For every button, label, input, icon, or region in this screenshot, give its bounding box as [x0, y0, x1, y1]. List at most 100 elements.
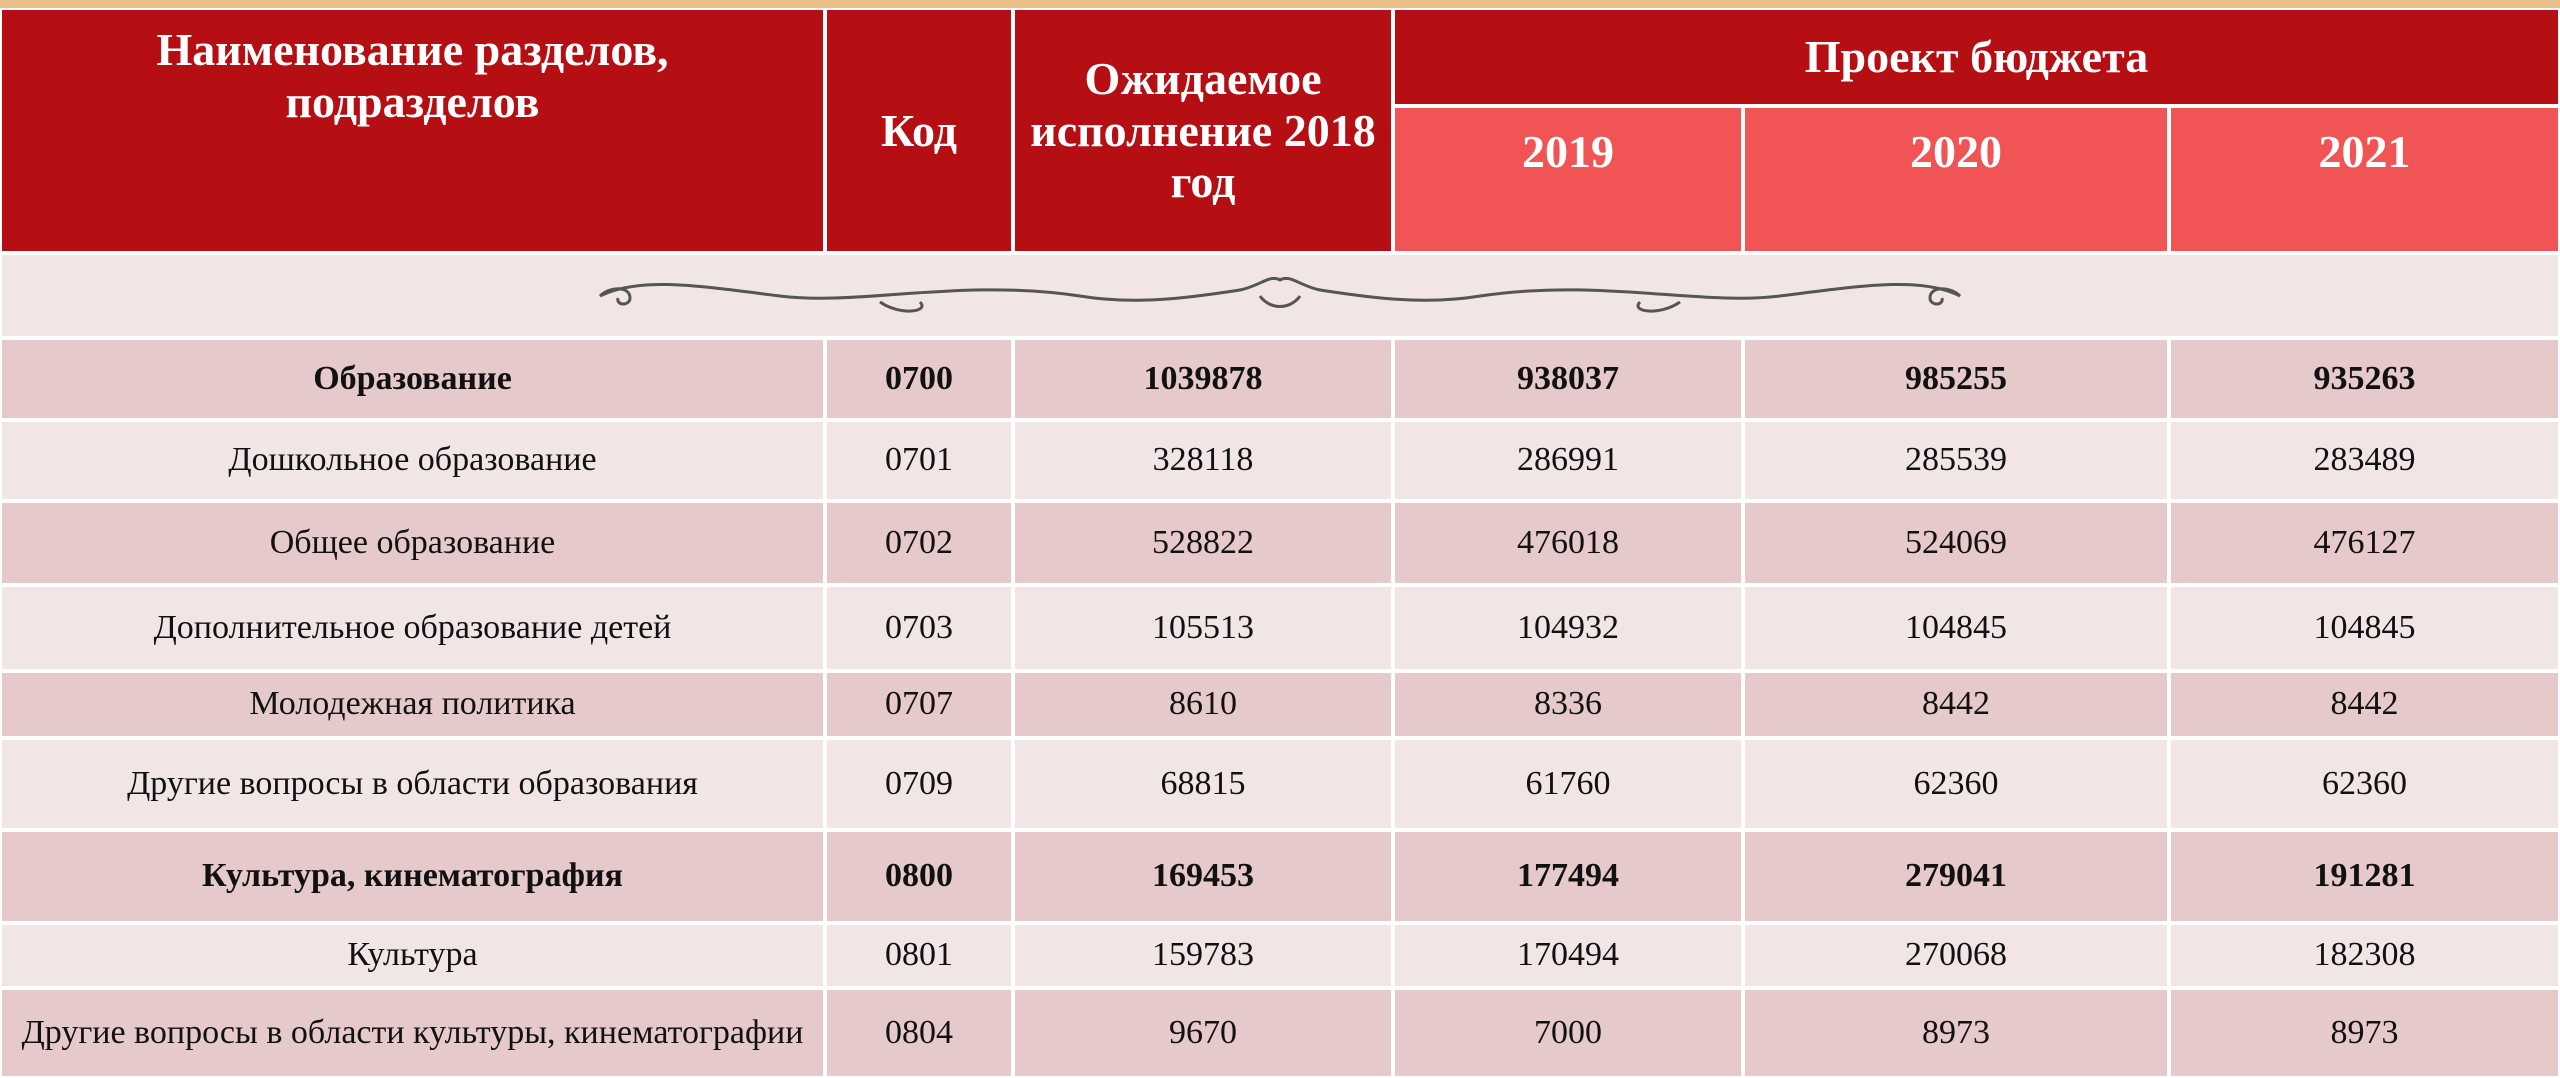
row-name-text: Общее образование: [270, 524, 556, 562]
row-value-text: 8973: [1922, 1014, 1990, 1052]
row-value: 0801: [825, 923, 1013, 988]
row-value: 8610: [1013, 671, 1393, 738]
row-name: Другие вопросы в области культуры, кинем…: [0, 988, 825, 1078]
row-value: 285539: [1743, 420, 2169, 501]
row-value-text: 8442: [2331, 685, 2399, 723]
row-name: Общее образование: [0, 501, 825, 585]
header-name-text: Наименование разделов, подразделов: [92, 24, 733, 127]
header-expected-text: Ожидаемое исполнение 2018 год: [1025, 53, 1381, 208]
row-value: 61760: [1393, 738, 1743, 830]
row-value: 62360: [2169, 738, 2560, 830]
row-value-text: 104845: [1905, 609, 2007, 647]
row-value: 528822: [1013, 501, 1393, 585]
row-value-text: 0702: [885, 524, 953, 562]
row-value-text: 328118: [1153, 441, 1254, 479]
row-name: Дополнительное образование детей: [0, 585, 825, 671]
row-name: Культура, кинематография: [0, 830, 825, 923]
row-value-text: 0700: [885, 360, 953, 398]
header-expected: Ожидаемое исполнение 2018 год: [1013, 8, 1393, 253]
row-value-text: 104845: [2314, 609, 2416, 647]
row-value: 476018: [1393, 501, 1743, 585]
row-value: 0703: [825, 585, 1013, 671]
row-value-text: 285539: [1905, 441, 2007, 479]
row-value-text: 104932: [1517, 609, 1619, 647]
row-value-text: 0701: [885, 441, 953, 479]
row-value-text: 8336: [1534, 685, 1602, 723]
row-value: 104845: [2169, 585, 2560, 671]
header-code-text: Код: [881, 105, 957, 157]
row-value-text: 524069: [1905, 524, 2007, 562]
row-name-text: Культура, кинематография: [202, 857, 623, 895]
row-value-text: 270068: [1905, 936, 2007, 974]
header-year-text: 2019: [1522, 126, 1614, 178]
row-value-text: 191281: [2314, 857, 2416, 895]
row-value: 985255: [1743, 338, 2169, 420]
row-value: 8973: [1743, 988, 2169, 1078]
row-value-text: 935263: [2314, 360, 2416, 398]
row-value: 524069: [1743, 501, 2169, 585]
row-value: 8442: [1743, 671, 2169, 738]
row-value: 8442: [2169, 671, 2560, 738]
row-name-text: Образование: [313, 360, 512, 398]
row-value-text: 68815: [1161, 765, 1246, 803]
row-value-text: 169453: [1152, 857, 1254, 895]
row-value-text: 528822: [1152, 524, 1254, 562]
row-value-text: 0707: [885, 685, 953, 723]
row-name: Образование: [0, 338, 825, 420]
row-value-text: 62360: [1914, 765, 1999, 803]
row-name-text: Другие вопросы в области культуры, кинем…: [22, 1014, 804, 1052]
row-value: 283489: [2169, 420, 2560, 501]
row-value-text: 283489: [2314, 441, 2416, 479]
row-value: 177494: [1393, 830, 1743, 923]
row-value-text: 182308: [2314, 936, 2416, 974]
header-year-text: 2020: [1910, 126, 2002, 178]
row-value: 1039878: [1013, 338, 1393, 420]
row-value-text: 985255: [1905, 360, 2007, 398]
row-value: 8336: [1393, 671, 1743, 738]
row-value-text: 476127: [2314, 524, 2416, 562]
header-year: 2021: [2169, 106, 2560, 253]
row-value-text: 0804: [885, 1014, 953, 1052]
row-value-text: 105513: [1152, 609, 1254, 647]
row-value: 0709: [825, 738, 1013, 830]
row-value: 68815: [1013, 738, 1393, 830]
row-value-text: 279041: [1905, 857, 2007, 895]
row-name-text: Дошкольное образование: [228, 441, 596, 479]
row-value: 476127: [2169, 501, 2560, 585]
row-name: Дошкольное образование: [0, 420, 825, 501]
row-value: 0707: [825, 671, 1013, 738]
row-value-text: 62360: [2322, 765, 2407, 803]
row-name: Другие вопросы в области образования: [0, 738, 825, 830]
row-value: 105513: [1013, 585, 1393, 671]
row-value-text: 1039878: [1144, 360, 1263, 398]
row-value: 62360: [1743, 738, 2169, 830]
row-value-text: 8973: [2331, 1014, 2399, 1052]
row-value-text: 7000: [1534, 1014, 1602, 1052]
page: {"table": { "header": { "name": "Наимено…: [0, 0, 2560, 1078]
row-value-text: 159783: [1152, 936, 1254, 974]
row-value: 104932: [1393, 585, 1743, 671]
row-value: 182308: [2169, 923, 2560, 988]
row-value-text: 286991: [1517, 441, 1619, 479]
row-value: 0700: [825, 338, 1013, 420]
row-value: 159783: [1013, 923, 1393, 988]
row-value-text: 61760: [1526, 765, 1611, 803]
row-value: 935263: [2169, 338, 2560, 420]
row-value-text: 177494: [1517, 857, 1619, 895]
row-value-text: 938037: [1517, 360, 1619, 398]
row-value-text: 0801: [885, 936, 953, 974]
row-value-text: 0703: [885, 609, 953, 647]
row-value-text: 170494: [1517, 936, 1619, 974]
row-value: 938037: [1393, 338, 1743, 420]
row-value: 0702: [825, 501, 1013, 585]
row-name: Молодежная политика: [0, 671, 825, 738]
row-name-text: Молодежная политика: [249, 685, 575, 723]
row-name-text: Культура: [347, 936, 477, 974]
ornament: [580, 266, 1980, 326]
row-value: 191281: [2169, 830, 2560, 923]
row-value-text: 0800: [885, 857, 953, 895]
header-year: 2019: [1393, 106, 1743, 253]
row-value-text: 0709: [885, 765, 953, 803]
row-value: 279041: [1743, 830, 2169, 923]
row-value: 169453: [1013, 830, 1393, 923]
